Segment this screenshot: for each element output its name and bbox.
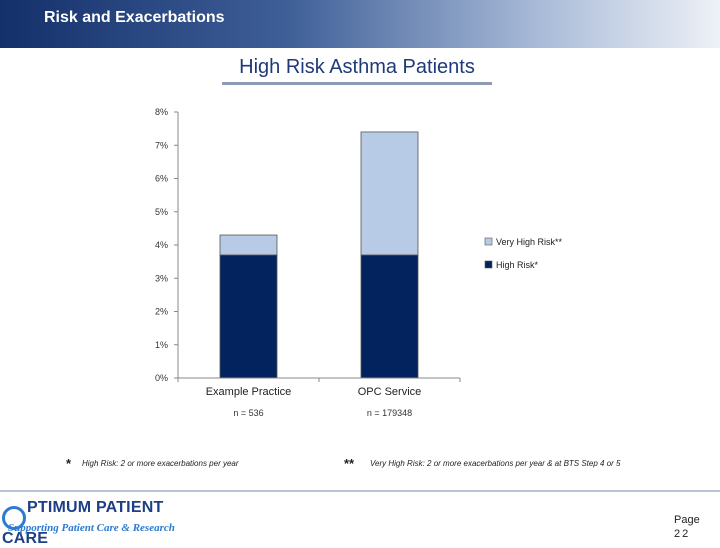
footnote-2-text: Very High Risk: 2 or more exacerbations … [370, 459, 621, 468]
y-tick-label: 5% [155, 207, 168, 217]
y-tick-label: 7% [155, 140, 168, 150]
x-axis-categories: Example Practice n = 536 OPC Service n = 17… [206, 386, 422, 418]
page-number: Page 22 [674, 513, 700, 541]
footnote-1-mark: * [66, 456, 72, 471]
y-tick-label: 3% [155, 273, 168, 283]
slide-title: High Risk Asthma Patients [239, 56, 475, 78]
page-label-text: Page [674, 514, 700, 526]
y-tick-label: 0% [155, 373, 168, 383]
category-n-label: n = 536 [233, 408, 263, 418]
footnote-1-text: High Risk: 2 or more exacerbations per y… [82, 459, 239, 468]
legend-label: Very High Risk** [496, 237, 563, 247]
header-title: Risk and Exacerbations [44, 9, 225, 26]
y-tick-label: 1% [155, 340, 168, 350]
bars [219, 131, 419, 379]
bar-segment [360, 131, 419, 256]
y-tick-label: 2% [155, 307, 168, 317]
legend-swatch [484, 260, 493, 269]
logo-o-ring-icon: O [2, 506, 26, 530]
footnote-2-mark: ** [344, 456, 355, 471]
title-underline [222, 82, 492, 85]
optimum-patient-care-logo: OPTIMUM PATIENT CARE Supporting Patient … [2, 497, 202, 547]
bar-segment [219, 254, 278, 379]
x-category-label: OPC Service [358, 386, 422, 398]
legend-swatch [484, 237, 493, 246]
y-axis-ticks: 0% 1% 2% 3% 4% 5% 6% 7% 8% [155, 107, 461, 383]
y-tick-label: 6% [155, 174, 168, 184]
x-category-label: Example Practice [206, 386, 292, 398]
bar-segment [219, 234, 278, 256]
chart-svg: 0% 1% 2% 3% 4% 5% 6% 7% 8% Example Practice n = 5… [155, 107, 563, 418]
logo-tagline: Supporting Patient Care & Research [8, 522, 175, 534]
stacked-bar-chart: 0% 1% 2% 3% 4% 5% 6% 7% 8% Example Practice n = 5… [140, 100, 580, 435]
bar-segment [360, 254, 419, 379]
y-tick-label: 8% [155, 107, 168, 117]
legend: Very High Risk** High Risk* [484, 237, 563, 270]
page-number-value: 22 [674, 528, 691, 540]
category-n-label: n = 179348 [367, 408, 412, 418]
footer-divider [0, 490, 720, 492]
header-bar: Risk and Exacerbations [0, 0, 720, 48]
legend-label: High Risk* [496, 260, 539, 270]
y-tick-label: 4% [155, 240, 168, 250]
